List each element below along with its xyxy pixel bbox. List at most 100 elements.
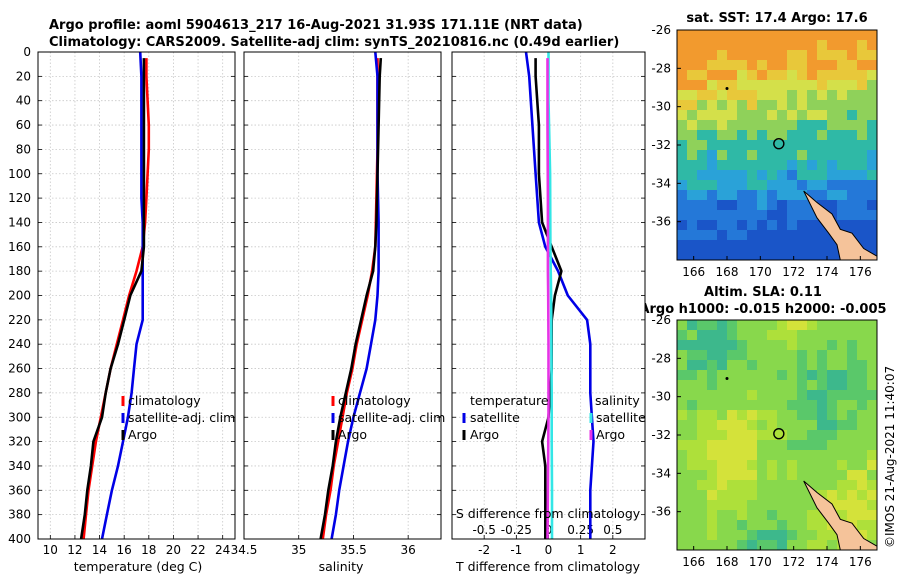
legend-label-s-satellite: satellite (596, 410, 646, 425)
map-cell (797, 240, 808, 251)
map-cell (737, 110, 748, 121)
map-cell (777, 130, 788, 141)
map-cell (727, 500, 738, 511)
map-cell (767, 240, 778, 251)
map-cell (777, 390, 788, 401)
map-cell (817, 380, 828, 391)
map-cell (847, 100, 858, 111)
map-cell (777, 440, 788, 451)
map-cell (717, 340, 728, 351)
map-x-tick-label: 170 (749, 265, 772, 279)
map-cell (747, 80, 758, 91)
map-cell (767, 340, 778, 351)
map-cell (817, 410, 828, 421)
map-cell (717, 430, 728, 441)
map-cell (867, 160, 877, 171)
series-line-satellite-adj-clim (100, 51, 144, 540)
map-cell (697, 90, 708, 101)
map-cell (837, 50, 848, 61)
sst-map: 166 168 170 172 174 176 -26 -28 -30 -32 -34 -36 (651, 23, 878, 279)
map-cell (837, 450, 848, 461)
map-cell (757, 530, 768, 541)
y-tick-label: 120 (8, 191, 31, 205)
map-cell (767, 200, 778, 211)
map-cell (727, 90, 738, 101)
map-cell (747, 50, 758, 61)
map-cell (787, 450, 798, 461)
map-cell (737, 520, 748, 531)
map-cell (827, 370, 838, 381)
y-tick-label: 340 (8, 459, 31, 473)
map-cell (777, 100, 788, 111)
map-cell (747, 420, 758, 431)
map-cell (867, 340, 877, 351)
map-cell (717, 360, 728, 371)
map-cell (777, 410, 788, 421)
x-tick-label: 0 (545, 543, 553, 557)
map-cell (817, 370, 828, 381)
difference-legend: temperature satellite Argo salinity sate… (462, 393, 646, 442)
map-cell (717, 60, 728, 71)
map-cell (687, 220, 698, 231)
y-tick-label: 300 (8, 410, 31, 424)
header-line-2: Climatology: CARS2009. Satellite-adj cli… (49, 35, 619, 50)
map-cell (727, 60, 738, 71)
map-cell (677, 510, 688, 521)
map-cell (697, 30, 708, 41)
map-cell (677, 420, 688, 431)
map-cell (747, 130, 758, 141)
map-cell (787, 340, 798, 351)
map-cell (827, 70, 838, 81)
map-cell (687, 430, 698, 441)
map-cell (737, 440, 748, 451)
map-cell (687, 200, 698, 211)
sla-map-title: Altim. SLA: 0.11 (704, 285, 822, 300)
header-line-1: Argo profile: aoml 5904613_217 16-Aug-20… (49, 18, 583, 33)
map-cell (707, 140, 718, 151)
series-line-t-satellite (524, 51, 595, 539)
map-cell (817, 160, 828, 171)
map-y-tick-label: -26 (651, 23, 671, 37)
map-cell (777, 250, 788, 260)
map-cell (697, 380, 708, 391)
map-cell (847, 440, 858, 451)
map-cell (727, 410, 738, 421)
map-cell (717, 220, 728, 231)
map-cell (767, 530, 778, 541)
map-cell (697, 340, 708, 351)
map-cell (827, 350, 838, 361)
map-cell (727, 220, 738, 231)
map-cell (707, 530, 718, 541)
map-cell (777, 360, 788, 371)
map-cell (837, 510, 848, 521)
map-cell (747, 190, 758, 201)
map-cell (727, 110, 738, 121)
land-new-zealand (803, 480, 877, 550)
map-cell (707, 500, 718, 511)
map-cell (857, 380, 868, 391)
map-cell (717, 250, 728, 260)
map-cell (787, 70, 798, 81)
map-cell (757, 180, 768, 191)
map-cell (857, 340, 868, 351)
map-cell (707, 150, 718, 161)
map-cell (777, 450, 788, 461)
map-cell (687, 160, 698, 171)
map-cell (677, 410, 688, 421)
map-cell (837, 210, 848, 221)
map-cell (697, 150, 708, 161)
map-cell (747, 250, 758, 260)
x-tick-label: 35 (291, 543, 306, 557)
map-cell (737, 420, 748, 431)
map-cell (697, 450, 708, 461)
map-cell (777, 520, 788, 531)
legend-label-satellite: satellite-adj. clim (128, 410, 235, 425)
map-cell (677, 340, 688, 351)
map-cell (757, 410, 768, 421)
map-cell (847, 400, 858, 411)
map-cell (767, 370, 778, 381)
map-cell (737, 180, 748, 191)
map-cell (737, 480, 748, 491)
series-line-argo (79, 58, 146, 540)
y-tick-label: 80 (16, 142, 31, 156)
